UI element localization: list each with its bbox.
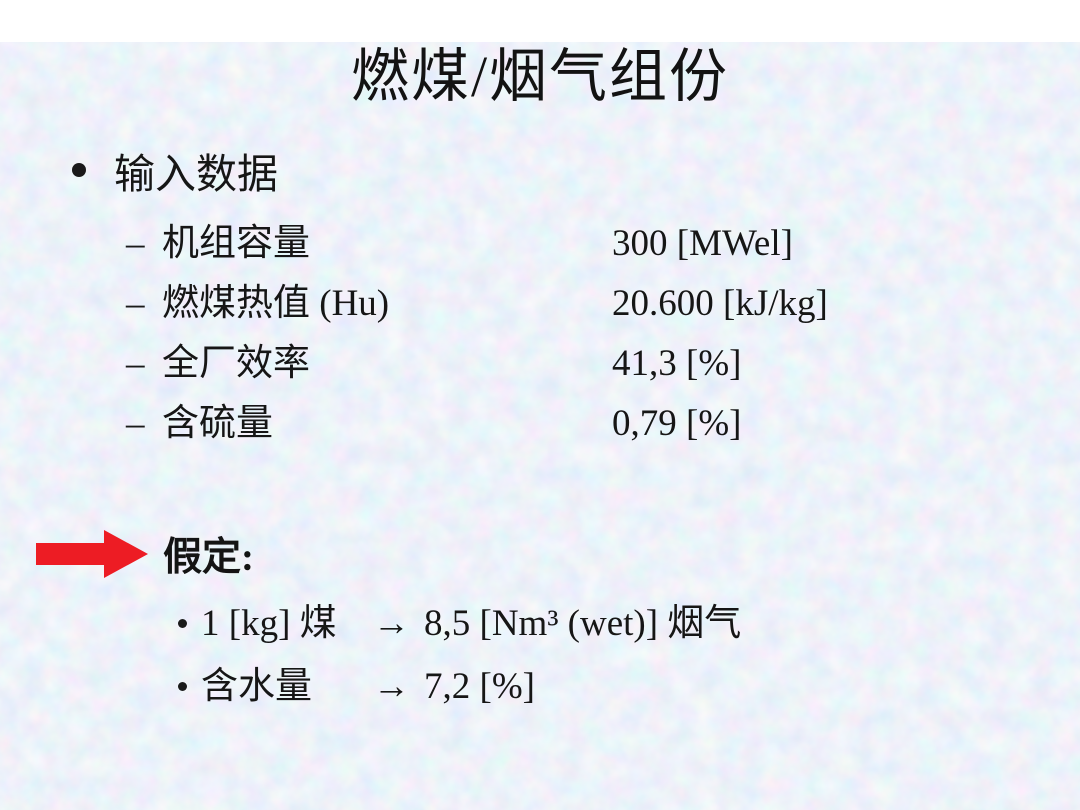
- assumption-value: 7,2 [%]: [424, 665, 535, 707]
- input-data-list: – 机组容量 300 [MWel] – 燃煤热值 (Hu) 20.600 [kJ…: [126, 212, 1080, 452]
- assumption-heading-row: 假定:: [0, 524, 1080, 584]
- input-row-label: 含硫量: [162, 402, 273, 444]
- input-row-value: 41,3 [%]: [612, 342, 742, 384]
- assumption-label: 含水量: [201, 665, 312, 707]
- slide-title: 燃煤/烟气组份: [350, 44, 730, 109]
- input-row-label: 燃煤热值 (Hu): [162, 282, 390, 324]
- input-row-value: 20.600 [kJ/kg]: [612, 282, 828, 324]
- assumption-value: 8,5 [Nm³ (wet)] 烟气: [424, 602, 742, 644]
- input-section-heading-row: 输入数据: [72, 140, 1080, 200]
- dash-icon: –: [126, 402, 145, 444]
- input-data-row: – 燃煤热值 (Hu) 20.600 [kJ/kg]: [126, 272, 1080, 332]
- red-arrow-icon: [36, 529, 148, 578]
- assumption-label: 1 [kg] 煤: [201, 602, 337, 644]
- input-data-row: – 含硫量 0,79 [%]: [126, 392, 1080, 452]
- input-data-row: – 全厂效率 41,3 [%]: [126, 332, 1080, 392]
- assumption-row: 1 [kg] 煤 → 8,5 [Nm³ (wet)] 烟气: [178, 592, 1080, 655]
- dash-icon: –: [126, 222, 145, 264]
- assumption-list: 1 [kg] 煤 → 8,5 [Nm³ (wet)] 烟气 含水量 → 7,2 …: [178, 592, 1080, 718]
- red-arrow-shape: [36, 529, 148, 578]
- presentation-slide: 燃煤/烟气组份 输入数据 – 机组容量 300 [MWel] – 燃煤热值 (H…: [0, 42, 1080, 810]
- input-row-value: 0,79 [%]: [612, 402, 742, 444]
- bullet-icon: [178, 681, 187, 691]
- arrow-right-icon: →: [373, 665, 410, 707]
- input-row-label: 全厂效率: [162, 342, 310, 384]
- dash-icon: –: [126, 342, 145, 384]
- input-data-row: – 机组容量 300 [MWel]: [126, 212, 1080, 272]
- assumption-heading: 假定:: [163, 535, 254, 579]
- assumption-row: 含水量 → 7,2 [%]: [178, 655, 1080, 718]
- input-row-value: 300 [MWel]: [612, 222, 793, 264]
- bullet-icon: [72, 162, 86, 177]
- input-section-heading: 输入数据: [114, 150, 278, 197]
- bullet-icon: [178, 618, 187, 628]
- arrow-right-icon: →: [373, 602, 410, 644]
- dash-icon: –: [126, 282, 145, 324]
- slide-content: 燃煤/烟气组份 输入数据 – 机组容量 300 [MWel] – 燃煤热值 (H…: [0, 42, 1080, 810]
- input-row-label: 机组容量: [162, 222, 310, 264]
